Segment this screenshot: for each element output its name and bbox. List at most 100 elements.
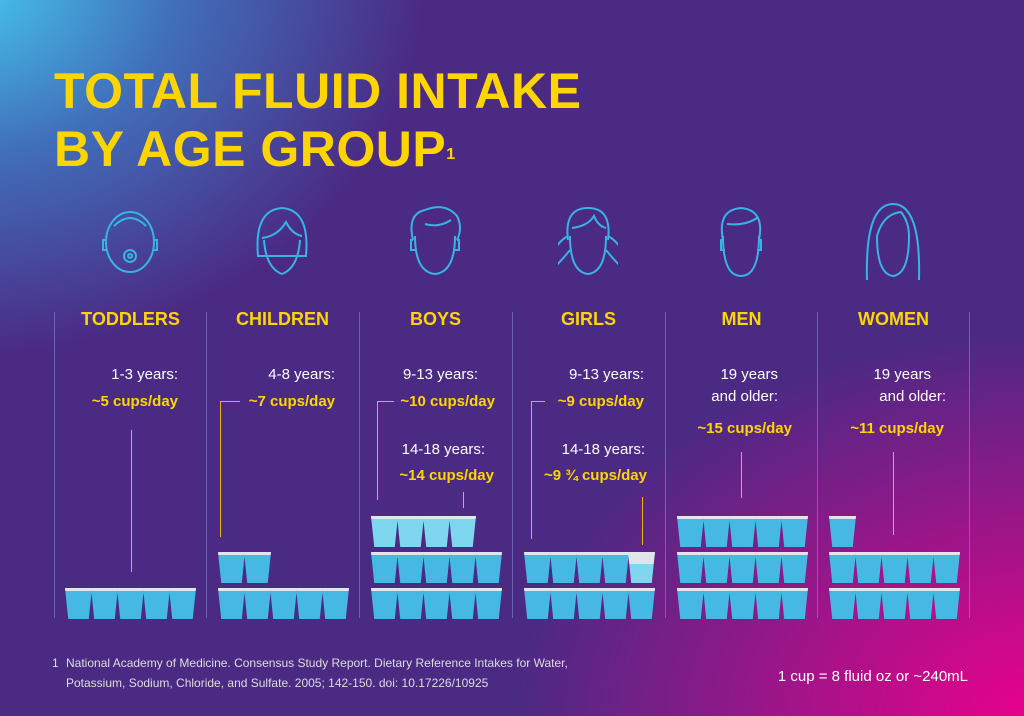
water-cup-icon <box>881 552 908 583</box>
group-girls: GIRLS 9-13 years: ~9 cups/day 14-18 year… <box>512 0 665 716</box>
intake-amount: ~5 cups/day <box>91 393 178 410</box>
connector-line <box>741 452 742 498</box>
group-men: MEN 19 years and older: ~15 cups/day <box>665 0 818 716</box>
water-cup-icon <box>677 552 704 583</box>
water-cup-icon <box>781 552 808 583</box>
group-label: CHILDREN <box>236 309 329 329</box>
water-cup-icon <box>781 588 808 619</box>
intake-amount: ~10 cups/day <box>400 393 495 410</box>
water-cup-icon <box>829 516 856 547</box>
water-cup-icon <box>576 588 603 619</box>
water-cup-icon <box>117 588 144 619</box>
water-cup-icon <box>91 588 118 619</box>
connector-line <box>377 401 394 402</box>
water-cup-icon <box>296 588 323 619</box>
water-cup-icon <box>244 552 271 583</box>
water-cup-icon <box>755 516 782 547</box>
group-label: WOMEN <box>858 309 929 329</box>
water-cup-icon <box>933 552 960 583</box>
water-cup-icon <box>602 552 629 583</box>
water-cup-icon <box>576 552 603 583</box>
water-cup-icon <box>550 552 577 583</box>
connector-line <box>463 492 464 508</box>
water-cup-icon <box>829 552 856 583</box>
water-cup-icon <box>729 552 756 583</box>
water-cup-icon <box>65 588 92 619</box>
intake-amount: ~9 cups/day <box>557 393 644 410</box>
connector-line <box>131 430 132 572</box>
connector-line <box>220 401 240 402</box>
group-boys: BOYS 9-13 years: ~10 cups/day 14-18 year… <box>359 0 512 716</box>
water-cup-icon <box>907 588 934 619</box>
man-face-icon <box>720 206 762 278</box>
toddler-face-icon <box>102 211 158 273</box>
water-cup-icon <box>423 588 450 619</box>
age-range: 4-8 years: <box>268 366 335 383</box>
group-label: GIRLS <box>560 309 616 329</box>
footnote: 1 National Academy of Medicine. Consensu… <box>52 653 568 693</box>
water-cup-icon <box>602 588 629 619</box>
connector-line <box>531 401 545 402</box>
water-cup-icon <box>524 552 551 583</box>
girl-face-icon <box>558 206 618 276</box>
water-cup-icon <box>322 588 349 619</box>
divider <box>665 312 666 618</box>
water-cup-icon <box>143 588 170 619</box>
boy-face-icon <box>410 206 461 276</box>
water-cup-icon <box>423 552 450 583</box>
intake-amount: ~11 cups/day <box>850 420 944 437</box>
water-cup-icon <box>475 588 502 619</box>
intake-amount: ~7 cups/day <box>248 393 335 410</box>
intake-amount: ~9 ¾ cups/day <box>544 467 647 484</box>
divider <box>206 312 207 618</box>
water-cup-icon <box>703 588 730 619</box>
divider <box>969 312 970 618</box>
group-children: CHILDREN 4-8 years: ~7 cups/day <box>206 0 359 716</box>
water-cup-icon <box>881 588 908 619</box>
water-cup-icon <box>755 588 782 619</box>
title-line-1: TOTAL FLUID INTAKE <box>54 63 582 119</box>
intake-amount: ~14 cups/day <box>399 467 494 484</box>
water-cup-icon <box>449 516 476 547</box>
water-cup-icon <box>244 588 271 619</box>
footnote-line: Potassium, Sodium, Chloride, and Sulfate… <box>66 676 489 690</box>
water-cup-icon <box>829 588 856 619</box>
water-cup-icon <box>677 516 704 547</box>
divider <box>359 312 360 618</box>
age-range: 9-13 years: <box>568 366 644 383</box>
age-range: 19 years <box>720 366 778 383</box>
water-cup-icon <box>371 516 398 547</box>
water-cup-icon <box>397 588 424 619</box>
water-cup-icon <box>855 552 882 583</box>
group-toddlers: TODDLERS 1-3 years: ~5 cups/day <box>54 0 207 716</box>
footnote-number: 1 <box>52 656 59 670</box>
water-cup-icon <box>855 588 882 619</box>
water-cup-icon <box>907 552 934 583</box>
group-label: MEN <box>721 309 762 329</box>
age-range: 14-18 years: <box>561 441 645 458</box>
group-label: TODDLERS <box>81 309 180 329</box>
water-cup-icon <box>169 588 196 619</box>
water-cup-icon <box>371 552 398 583</box>
footnote-mark: 1 <box>446 146 456 163</box>
intake-amount: ~15 cups/day <box>697 420 792 437</box>
connector-line <box>642 497 643 545</box>
child-face-icon <box>256 206 308 276</box>
age-range: and older: <box>879 388 946 405</box>
connector-line <box>377 401 378 500</box>
water-cup-icon <box>218 588 245 619</box>
water-cup-icon <box>397 552 424 583</box>
water-cup-icon <box>550 588 577 619</box>
water-cup-icon <box>628 588 655 619</box>
divider <box>512 312 513 618</box>
title-line-2: BY AGE GROUP <box>54 121 447 177</box>
age-range: 14-18 years: <box>401 441 485 458</box>
water-cup-icon <box>933 588 960 619</box>
woman-face-icon <box>865 202 921 280</box>
age-range: 9-13 years: <box>402 366 478 383</box>
divider <box>817 312 818 618</box>
water-cup-icon <box>729 588 756 619</box>
water-cup-icon <box>218 552 245 583</box>
water-cup-icon <box>475 552 502 583</box>
